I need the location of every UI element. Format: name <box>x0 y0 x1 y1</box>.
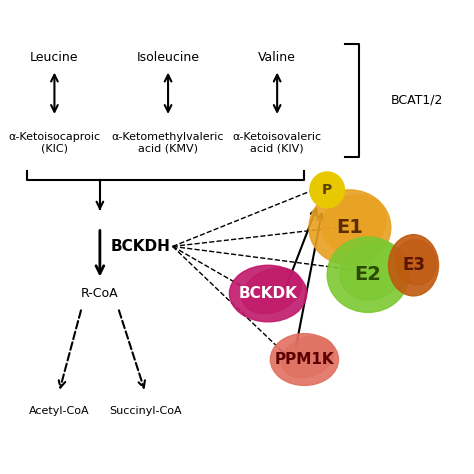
Ellipse shape <box>242 268 302 313</box>
Text: E3: E3 <box>402 256 425 274</box>
Ellipse shape <box>327 237 409 312</box>
Text: Acetyl-CoA: Acetyl-CoA <box>28 406 89 416</box>
Text: Leucine: Leucine <box>30 52 79 64</box>
Ellipse shape <box>396 239 436 285</box>
Text: E2: E2 <box>355 265 382 284</box>
Text: R-CoA: R-CoA <box>81 287 118 300</box>
Text: BCKDH: BCKDH <box>111 239 171 254</box>
Text: PPM1K: PPM1K <box>274 352 334 367</box>
Text: Isoleucine: Isoleucine <box>137 52 200 64</box>
Ellipse shape <box>309 190 391 265</box>
Ellipse shape <box>229 265 307 322</box>
Text: Valine: Valine <box>258 52 296 64</box>
Text: α-Ketomethylvaleric
acid (KMV): α-Ketomethylvaleric acid (KMV) <box>112 132 224 154</box>
Ellipse shape <box>282 336 334 378</box>
Ellipse shape <box>389 235 438 296</box>
Ellipse shape <box>340 242 404 300</box>
Text: E1: E1 <box>337 218 363 237</box>
Text: Succinyl-CoA: Succinyl-CoA <box>109 406 182 416</box>
Text: α-Ketoisocaproic
(KIC): α-Ketoisocaproic (KIC) <box>9 132 100 154</box>
Ellipse shape <box>322 195 386 253</box>
Text: BCAT1/2: BCAT1/2 <box>391 94 443 107</box>
Text: α-Ketoisovaleric
acid (KIV): α-Ketoisovaleric acid (KIV) <box>233 132 322 154</box>
Circle shape <box>310 172 345 208</box>
Ellipse shape <box>270 334 338 385</box>
Text: BCKDK: BCKDK <box>238 286 298 301</box>
Text: P: P <box>322 183 332 197</box>
